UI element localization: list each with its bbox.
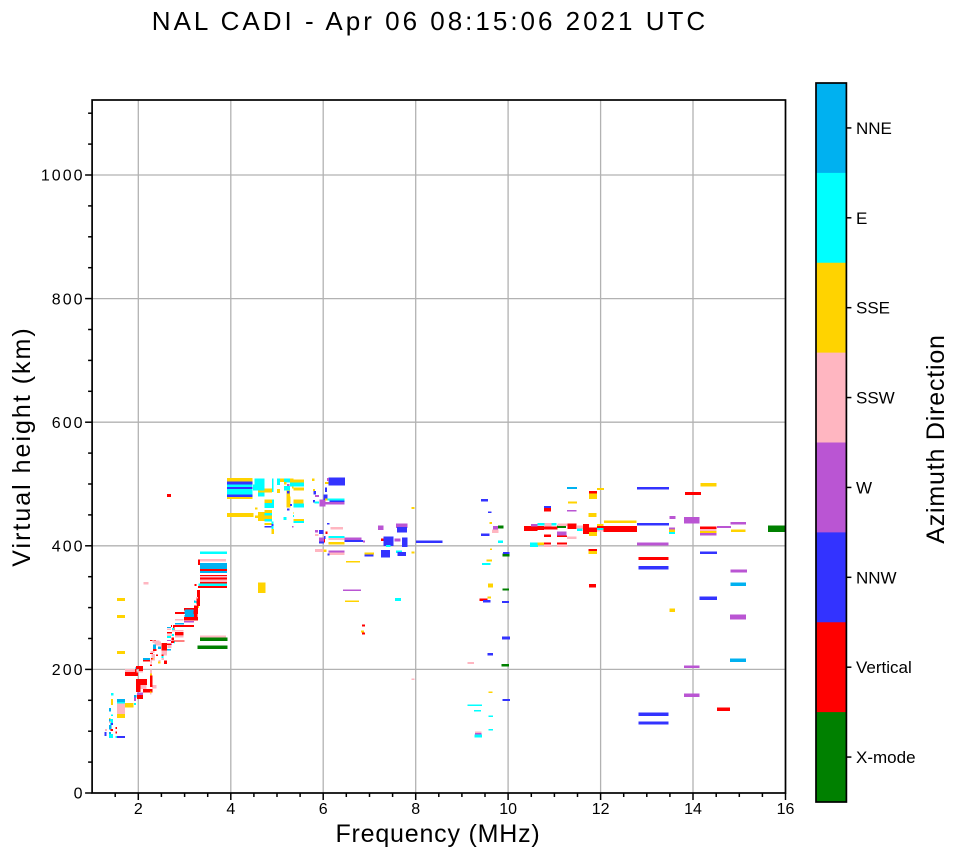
svg-text:800: 800: [52, 291, 85, 308]
svg-text:E: E: [856, 209, 867, 228]
svg-text:W: W: [856, 478, 872, 497]
svg-text:Azimuth Direction: Azimuth Direction: [922, 334, 950, 544]
svg-text:0: 0: [74, 786, 85, 803]
svg-text:4: 4: [226, 801, 235, 818]
svg-text:2: 2: [134, 801, 143, 818]
svg-text:16: 16: [777, 801, 795, 818]
svg-text:NNE: NNE: [856, 119, 892, 138]
svg-text:400: 400: [52, 539, 85, 556]
svg-text:Virtual height (km): Virtual height (km): [8, 326, 36, 566]
svg-text:12: 12: [592, 801, 610, 818]
svg-text:X-mode: X-mode: [856, 748, 916, 767]
svg-text:Frequency (MHz): Frequency (MHz): [335, 820, 540, 848]
svg-text:Vertical: Vertical: [856, 658, 912, 677]
svg-text:8: 8: [411, 801, 420, 818]
svg-text:SSE: SSE: [856, 299, 890, 318]
svg-text:6: 6: [319, 801, 328, 818]
svg-text:1000: 1000: [41, 168, 85, 185]
svg-text:10: 10: [499, 801, 517, 818]
svg-text:SSW: SSW: [856, 389, 895, 408]
svg-text:200: 200: [52, 662, 85, 679]
svg-text:14: 14: [684, 801, 702, 818]
svg-text:NAL CADI - Apr 06 08:15:06 202: NAL CADI - Apr 06 08:15:06 2021 UTC: [152, 6, 708, 36]
svg-text:NNW: NNW: [856, 568, 897, 587]
svg-text:600: 600: [52, 415, 85, 432]
